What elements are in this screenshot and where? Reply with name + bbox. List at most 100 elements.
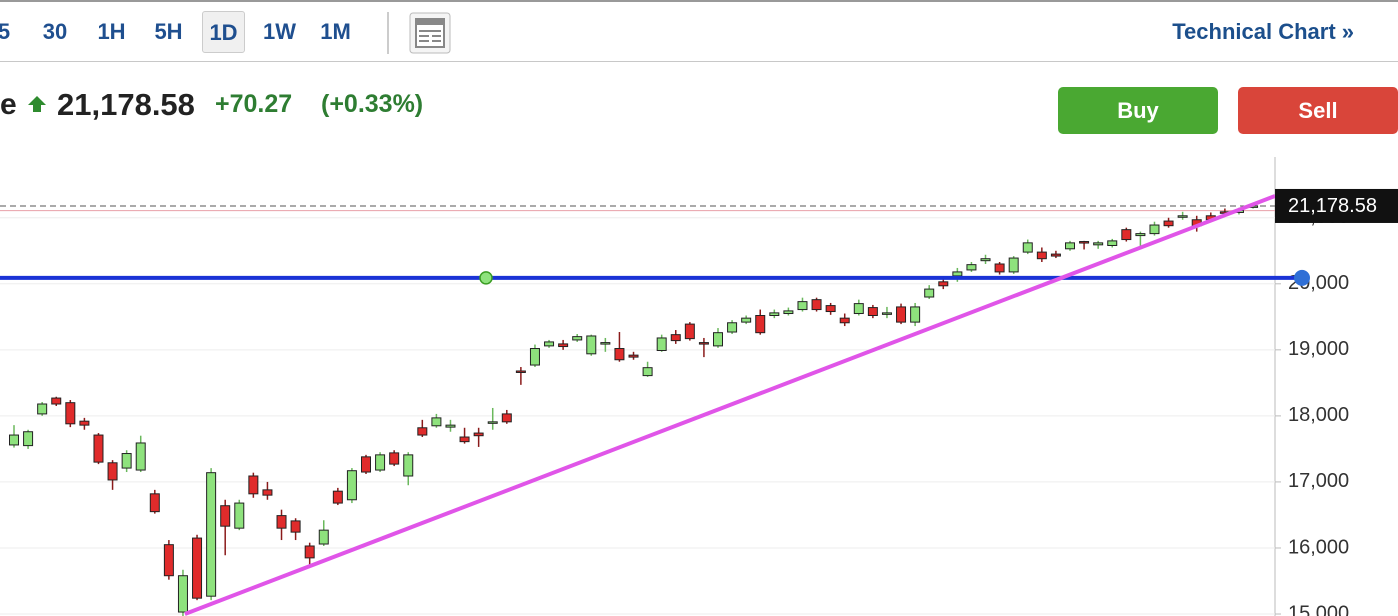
interval-tab[interactable]: 1W bbox=[263, 19, 296, 44]
change: +70.27 bbox=[215, 90, 293, 118]
interval-tab[interactable]: 30 bbox=[42, 19, 68, 44]
line-handle bbox=[479, 271, 493, 285]
y-tick-label: 19,000 bbox=[1288, 338, 1349, 360]
candle-body bbox=[361, 456, 371, 473]
divider bbox=[387, 12, 389, 54]
candle-body bbox=[544, 341, 555, 347]
technical-chart-link[interactable]: Technical Chart » bbox=[1172, 19, 1354, 44]
candle-body bbox=[1219, 211, 1230, 214]
interval-tab[interactable]: 5 bbox=[0, 19, 11, 44]
interval-tab[interactable]: 1D bbox=[202, 11, 245, 53]
candle-body bbox=[938, 281, 949, 287]
candle-body bbox=[529, 348, 540, 366]
candle-body bbox=[853, 303, 864, 315]
candle-body bbox=[248, 475, 259, 495]
candle-body bbox=[558, 343, 569, 348]
candle-body bbox=[177, 575, 188, 613]
candle-body bbox=[107, 462, 118, 481]
candle-body bbox=[586, 335, 597, 355]
y-tick-label: 16,000 bbox=[1288, 536, 1349, 558]
candle-body bbox=[473, 432, 484, 437]
candle-body bbox=[755, 315, 766, 334]
candle-body bbox=[1149, 224, 1160, 235]
layout-icon[interactable] bbox=[409, 12, 451, 54]
candle-body bbox=[459, 436, 470, 443]
candle-body bbox=[1050, 253, 1061, 257]
candle-body bbox=[628, 354, 639, 358]
candle-body bbox=[121, 453, 132, 469]
candle-body bbox=[896, 306, 907, 323]
candle-body bbox=[318, 529, 329, 545]
candle-body bbox=[1163, 220, 1174, 227]
candle-body bbox=[600, 342, 611, 345]
y-tick-label: 15,000 bbox=[1288, 602, 1349, 616]
candle-body bbox=[403, 454, 414, 477]
last-price-label: 21,178.58 bbox=[1288, 195, 1377, 217]
candle-body bbox=[346, 470, 357, 501]
candle-body bbox=[572, 336, 583, 341]
candle-body bbox=[727, 322, 738, 333]
trend-line bbox=[184, 194, 1276, 616]
candle-body bbox=[1177, 215, 1188, 218]
interval-tab[interactable]: 5H bbox=[154, 19, 183, 44]
candle-body bbox=[51, 397, 62, 405]
candle-body bbox=[220, 505, 231, 527]
toolbar: 5 30 1H 5H 1D 1W 1M Technical Chart » bbox=[0, 0, 1398, 62]
candle-body bbox=[515, 370, 526, 373]
candle-body bbox=[192, 537, 203, 599]
candle-body bbox=[234, 502, 245, 529]
candle-body bbox=[1036, 251, 1047, 260]
candle-body bbox=[966, 264, 977, 271]
candle-body bbox=[431, 417, 442, 427]
candle-body bbox=[881, 312, 892, 315]
y-tick-label: 21,000 bbox=[1288, 206, 1349, 228]
candle-body bbox=[1079, 241, 1090, 244]
interval-tab[interactable]: 1H bbox=[97, 19, 126, 44]
candle-body bbox=[1008, 257, 1019, 273]
y-tick-label: 20,000 bbox=[1288, 272, 1349, 294]
candle-body bbox=[149, 493, 160, 513]
candle-body bbox=[304, 545, 315, 559]
candle-body bbox=[924, 288, 935, 298]
interval-tab[interactable]: 1M bbox=[320, 19, 351, 44]
candle-body bbox=[1093, 242, 1104, 246]
candle-body bbox=[332, 490, 343, 504]
candle-body bbox=[797, 301, 808, 311]
candle-body bbox=[487, 421, 498, 424]
candle-body bbox=[698, 342, 709, 345]
candle-body bbox=[642, 367, 653, 377]
candle-body bbox=[276, 515, 287, 529]
candle-body bbox=[980, 258, 991, 262]
candle-body bbox=[867, 307, 878, 317]
candle-body bbox=[684, 323, 695, 340]
candle-body bbox=[23, 431, 34, 447]
up-arrow bbox=[28, 96, 46, 112]
sell-button[interactable]: Sell bbox=[1238, 87, 1398, 134]
candle-body bbox=[614, 348, 625, 361]
candle-body bbox=[910, 306, 921, 323]
change-percent: (+0.33%) bbox=[321, 90, 424, 118]
candle-body bbox=[79, 420, 90, 426]
candle-body bbox=[952, 271, 963, 277]
candle-body bbox=[1107, 240, 1118, 246]
candle-body bbox=[656, 337, 667, 352]
instrument-name: e bbox=[0, 88, 17, 121]
candle-body bbox=[37, 403, 48, 415]
candle-body bbox=[501, 413, 512, 423]
candle-body bbox=[1233, 209, 1244, 213]
candle-body bbox=[1248, 205, 1259, 208]
candle-body bbox=[65, 402, 76, 425]
candle-body bbox=[93, 434, 104, 463]
candle-body bbox=[1191, 219, 1202, 227]
candle-body bbox=[9, 434, 19, 446]
candle-body bbox=[1121, 229, 1132, 241]
candle-body bbox=[417, 427, 428, 436]
candle-body bbox=[290, 520, 301, 533]
y-tick-label: 17,000 bbox=[1288, 470, 1349, 492]
last-price-box bbox=[1275, 188, 1398, 223]
y-tick-label: 18,000 bbox=[1288, 404, 1349, 426]
candle-body bbox=[389, 452, 400, 465]
buy-button[interactable]: Buy bbox=[1058, 87, 1218, 134]
candle-body bbox=[1065, 242, 1075, 250]
